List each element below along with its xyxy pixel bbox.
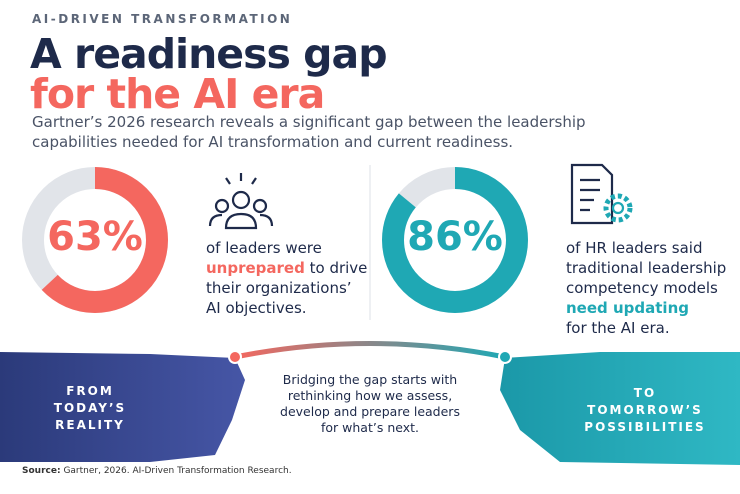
highlight: unprepared — [206, 259, 305, 277]
text: for the AI era. — [566, 319, 670, 337]
text: TODAY’S — [53, 401, 127, 415]
bridge — [234, 341, 506, 360]
bridge-end — [498, 350, 512, 364]
bridge-end — [228, 350, 242, 364]
stat-value: 63% — [47, 214, 143, 260]
title: for the AI era — [30, 70, 325, 118]
donut-arc — [382, 167, 528, 313]
text: Gartner, 2026. AI-Driven Transformation … — [63, 466, 292, 476]
highlight: need updating — [566, 299, 689, 317]
eyebrow: AI-DRIVEN TRANSFORMATION — [32, 12, 293, 26]
stat-text: of HR leaders said traditional leadershi… — [566, 238, 736, 338]
text: REALITY — [55, 418, 125, 432]
document-icon — [570, 163, 633, 225]
stat-text: of leaders were unprepared to drive thei… — [206, 238, 371, 318]
left-cliff — [0, 352, 245, 462]
source: Source: Gartner, 2026. AI-Driven Transfo… — [22, 466, 292, 476]
text: of HR leaders said traditional leadershi… — [566, 239, 727, 297]
text: POSSIBILITIES — [584, 420, 706, 434]
title: A readiness gap — [30, 30, 388, 78]
left-label: FROM TODAY’S REALITY — [40, 383, 140, 434]
text: of leaders were — [206, 239, 322, 257]
subtitle: Gartner’s 2026 research reveals a signif… — [32, 113, 586, 151]
right-label: TO TOMORROW’S POSSIBILITIES — [575, 385, 715, 436]
stat-value: 86% — [407, 214, 503, 260]
people-icon — [208, 173, 274, 230]
text: to drive their organizations’ AI objecti… — [206, 259, 368, 317]
text: TOMORROW’S — [587, 403, 703, 417]
right-cliff — [500, 352, 740, 465]
donut-arc — [22, 167, 168, 313]
text: FROM — [66, 384, 114, 398]
text: TO — [633, 386, 657, 400]
bridge-text: Bridging the gap starts with rethinking … — [280, 372, 460, 435]
text: Source: — [22, 466, 61, 476]
